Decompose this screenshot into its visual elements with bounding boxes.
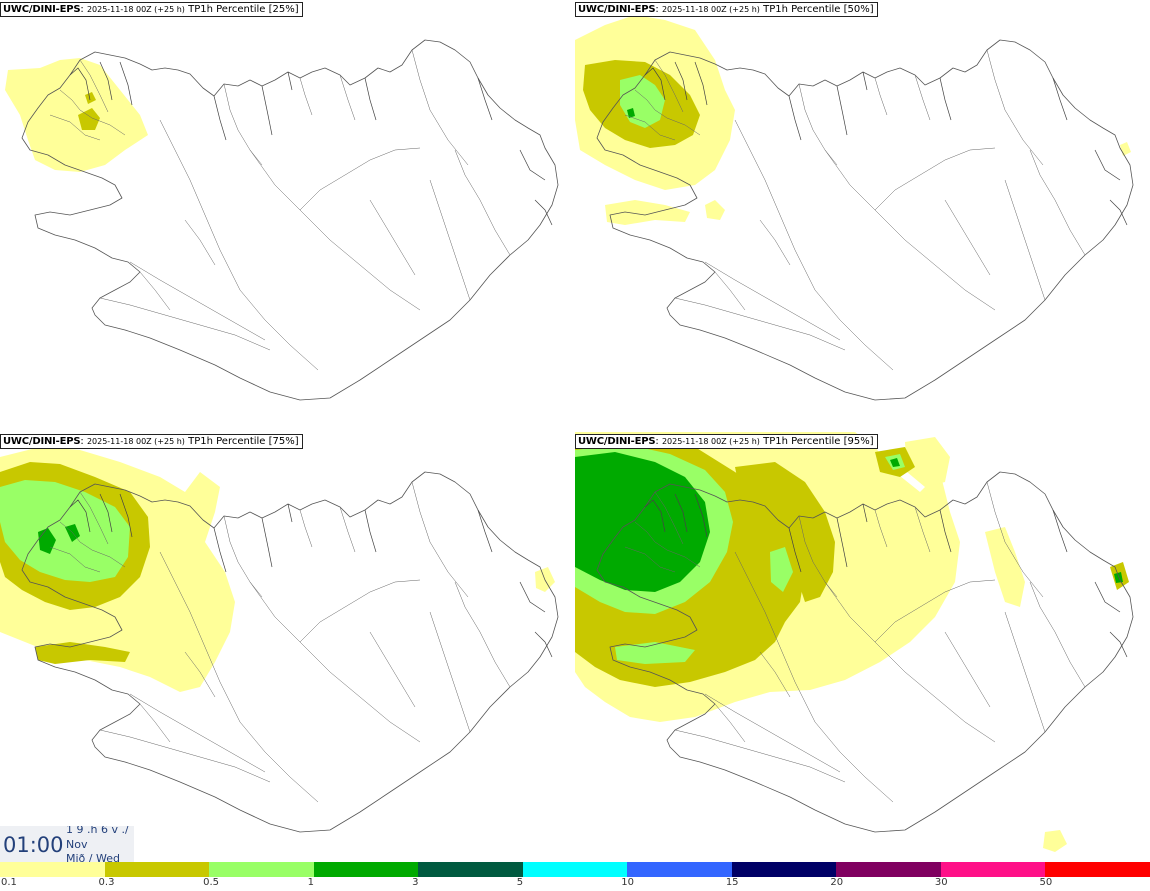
panel-title: UWC/DINI-EPS: 2025-11-18 00Z (+25 h) TP1… bbox=[575, 434, 878, 449]
legend-swatch bbox=[836, 862, 941, 877]
map-25 bbox=[5, 39, 559, 401]
legend-swatch bbox=[627, 862, 732, 877]
legend-tick-label: 30 bbox=[934, 877, 948, 888]
map-panel-50: UWC/DINI-EPS: 2025-11-18 00Z (+25 h) TP1… bbox=[575, 0, 1150, 432]
legend-tick-label: 0.5 bbox=[203, 877, 219, 888]
legend-tick-label: 15 bbox=[725, 877, 739, 888]
valid-date-line2: Nov bbox=[66, 838, 88, 851]
panel-title: UWC/DINI-EPS: 2025-11-18 00Z (+25 h) TP1… bbox=[0, 2, 303, 17]
legend-tick-label: 1 bbox=[307, 877, 314, 888]
map-50 bbox=[575, 15, 1134, 401]
map-75 bbox=[0, 447, 559, 833]
valid-date-line1: 1 9 .h 6 v ./ bbox=[66, 826, 129, 836]
legend-swatch bbox=[0, 862, 105, 877]
legend-swatch bbox=[209, 862, 314, 877]
legend-swatch bbox=[1045, 862, 1150, 877]
valid-time: 01:00 bbox=[3, 833, 64, 857]
legend-tick-label: 20 bbox=[830, 877, 844, 888]
legend-tick-label: 50 bbox=[1039, 877, 1053, 888]
legend-swatch bbox=[418, 862, 523, 877]
legend-tick-label: 3 bbox=[412, 877, 419, 888]
map-95 bbox=[575, 432, 1134, 852]
legend-swatch bbox=[731, 862, 837, 877]
legend-swatch bbox=[104, 862, 210, 877]
legend-tick-label: 0.1 bbox=[1, 877, 17, 888]
color-legend-ticks: 0.1 0.3 0.5 1 3 5 10 15 20 30 50 bbox=[0, 877, 1150, 891]
valid-date-line3: Mið / Wed bbox=[66, 852, 120, 862]
map-panel-95: UWC/DINI-EPS: 2025-11-18 00Z (+25 h) TP1… bbox=[575, 432, 1150, 864]
map-panel-75: UWC/DINI-EPS: 2025-11-18 00Z (+25 h) TP1… bbox=[0, 432, 575, 864]
panel-title: UWC/DINI-EPS: 2025-11-18 00Z (+25 h) TP1… bbox=[0, 434, 303, 449]
precip-field-50 bbox=[575, 15, 1131, 225]
legend-tick-label: 10 bbox=[621, 877, 634, 888]
legend-tick-label: 5 bbox=[516, 877, 524, 888]
precip-field-75 bbox=[0, 447, 555, 692]
precip-field-25 bbox=[5, 58, 148, 172]
map-panel-25: UWC/DINI-EPS: 2025-11-18 00Z (+25 h) TP1… bbox=[0, 0, 575, 432]
valid-time-box: 01:00 1 9 .h 6 v ./ Nov Mið / Wed bbox=[0, 826, 134, 862]
color-legend-bar bbox=[0, 862, 1150, 877]
legend-tick-label: 0.3 bbox=[98, 877, 115, 888]
panel-title: UWC/DINI-EPS: 2025-11-18 00Z (+25 h) TP1… bbox=[575, 2, 878, 17]
legend-swatch bbox=[313, 862, 419, 877]
legend-swatch bbox=[522, 862, 628, 877]
legend-swatch bbox=[940, 862, 1046, 877]
